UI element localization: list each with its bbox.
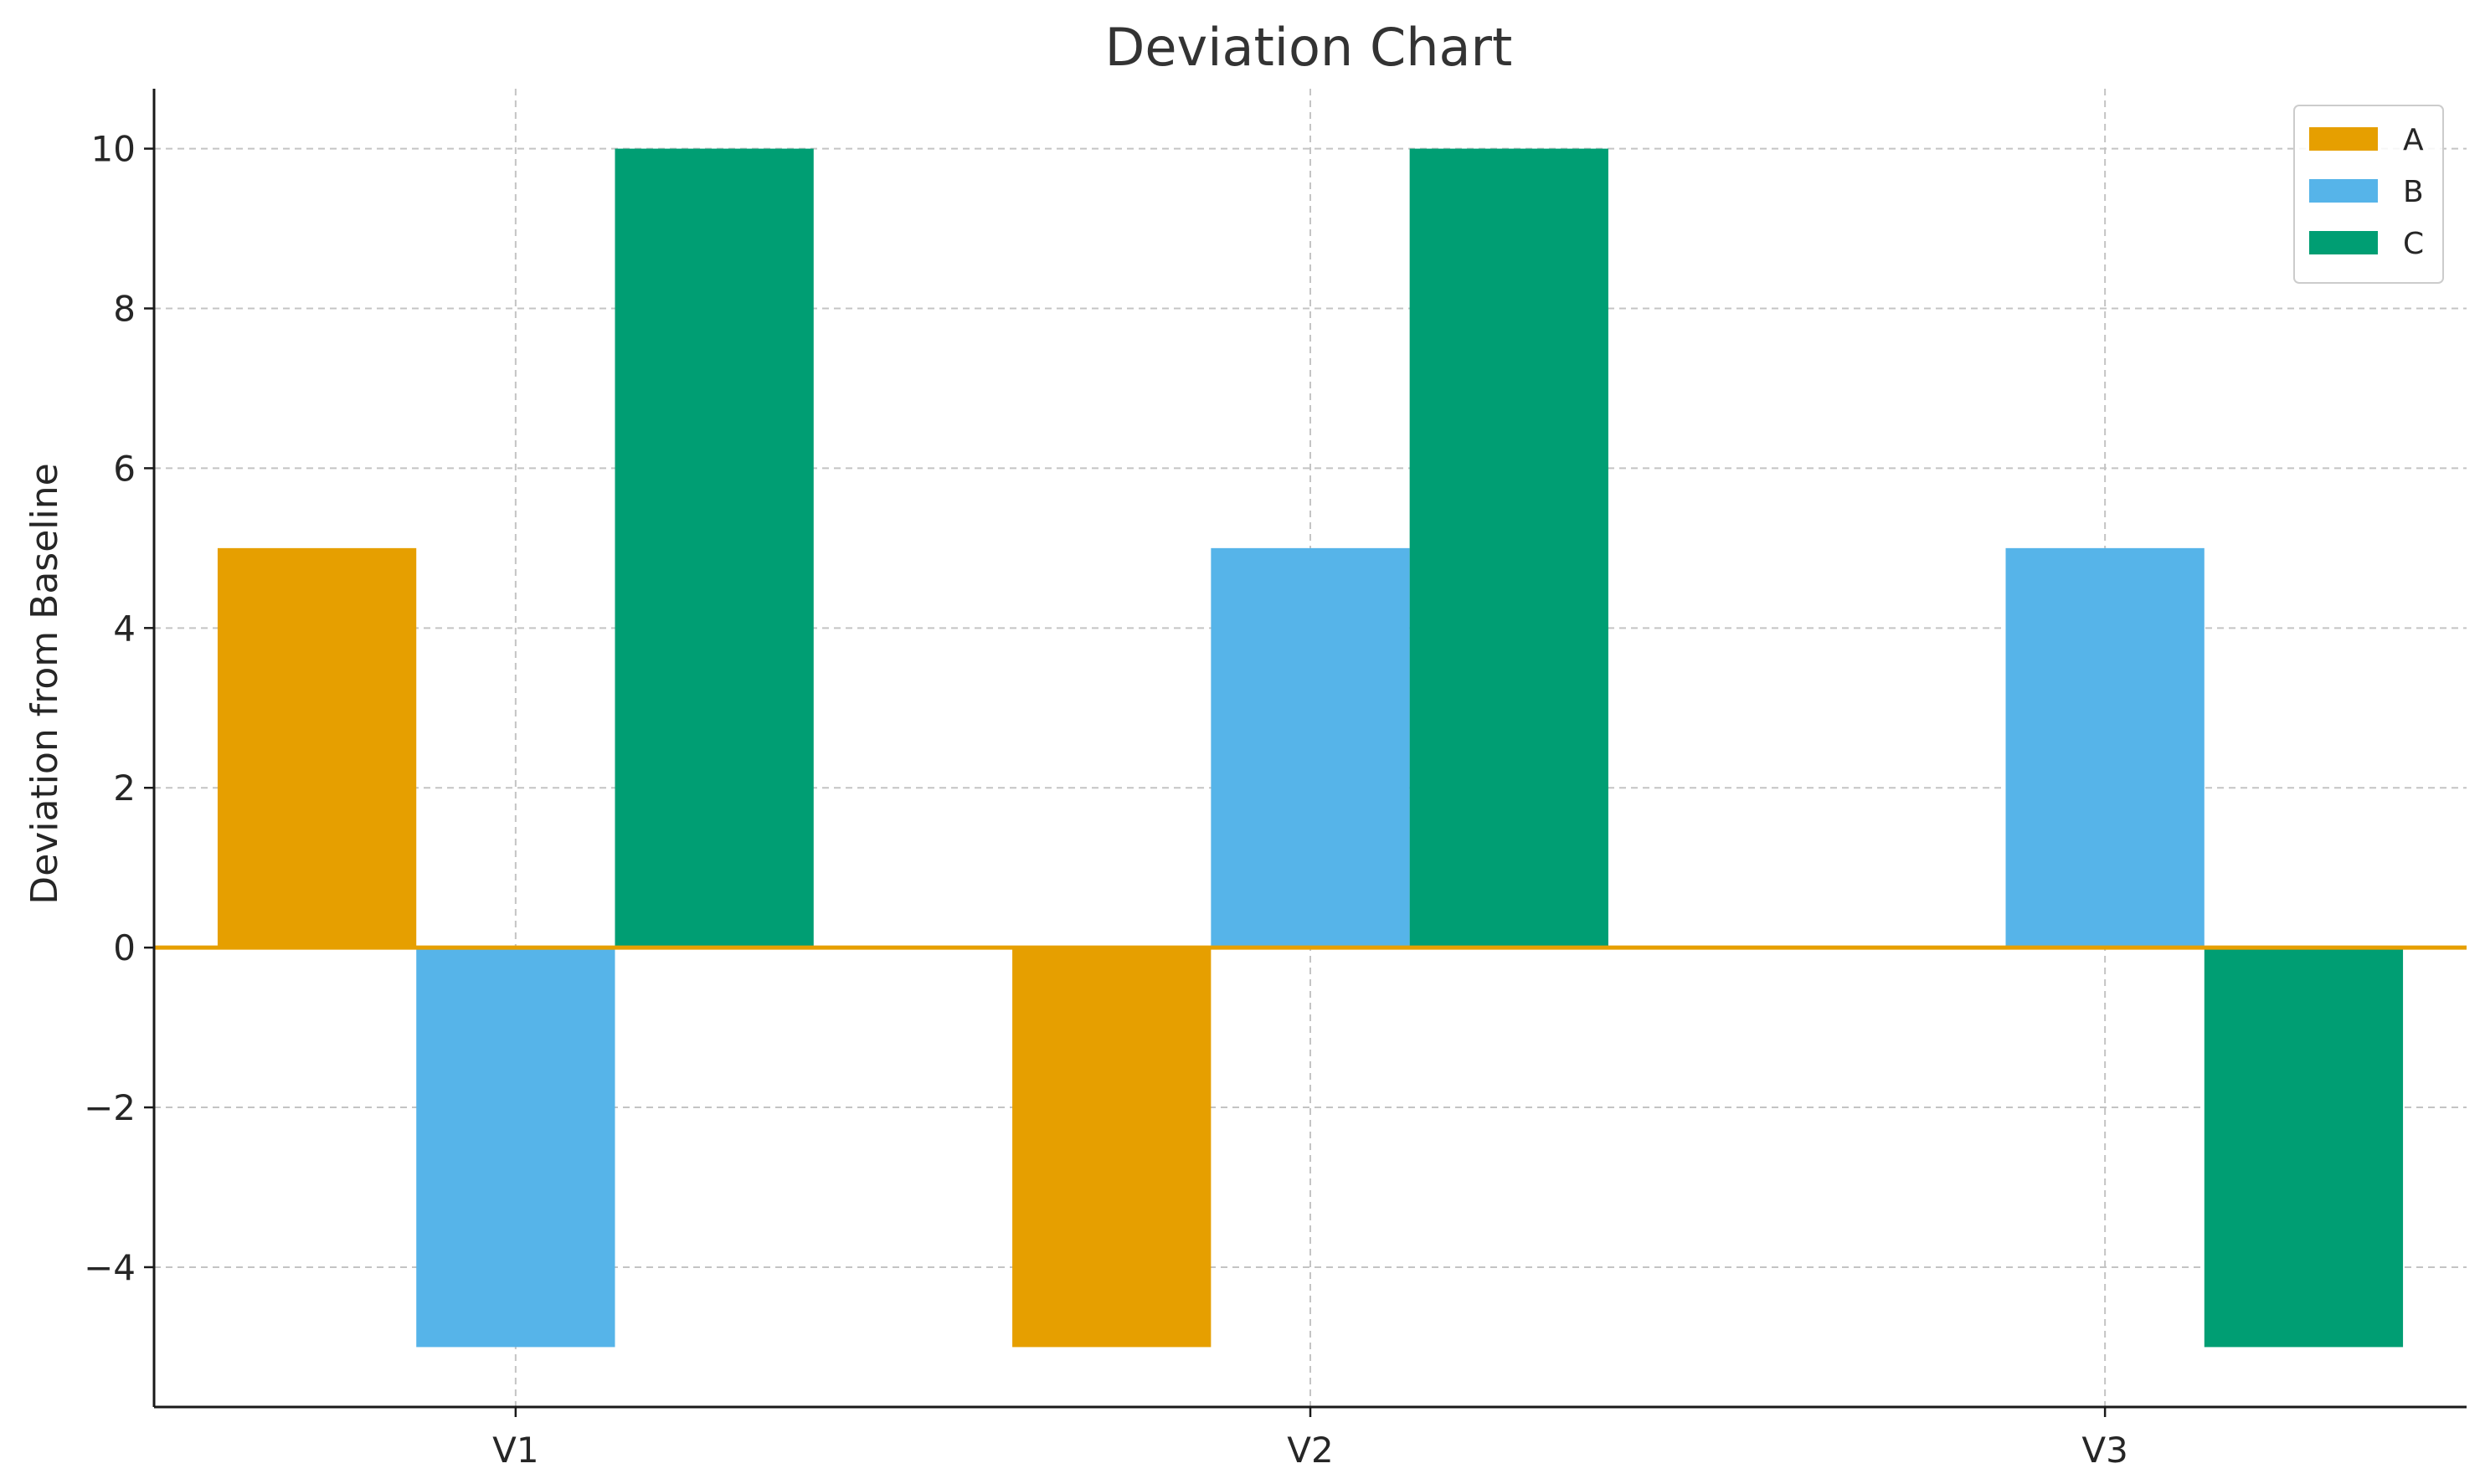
x-tick-label: V3 — [2081, 1430, 2127, 1471]
legend-label-b: B — [2403, 175, 2424, 209]
y-tick-label: −4 — [84, 1247, 136, 1288]
bar-b-v3 — [2005, 547, 2205, 948]
legend: ABC — [2293, 105, 2444, 284]
bar-c-v3 — [2204, 947, 2404, 1348]
bar-a-v1 — [217, 547, 417, 948]
bar-c-v2 — [1409, 148, 1608, 948]
y-tick-label: 0 — [113, 927, 136, 968]
bar-b-v2 — [1211, 547, 1410, 948]
legend-swatch-c — [2309, 231, 2378, 254]
bars-layer — [217, 148, 2404, 1348]
bar-b-v1 — [416, 947, 615, 1348]
bar-a-v2 — [1012, 947, 1212, 1348]
y-tick-label: 8 — [113, 289, 136, 330]
x-tick-label: V1 — [492, 1430, 538, 1471]
y-tick-label: 10 — [91, 129, 136, 170]
legend-label-a: A — [2403, 123, 2424, 157]
y-tick-label: −2 — [84, 1087, 136, 1128]
legend-swatch-a — [2309, 127, 2378, 151]
y-tick-label: 6 — [113, 448, 136, 489]
legend-label-c: C — [2403, 227, 2424, 261]
legend-swatch-b — [2309, 179, 2378, 203]
y-tick-label: 2 — [113, 768, 136, 809]
y-axis-label: Deviation from Baseline — [23, 463, 66, 904]
ticks-layer: −4 −2 0 2 4 6 8 10 V1 V2 V3 — [84, 129, 2128, 1471]
x-tick-label: V2 — [1287, 1430, 1333, 1471]
bar-c-v1 — [615, 148, 814, 948]
chart-title: Deviation Chart — [1105, 17, 1513, 78]
y-tick-label: 4 — [113, 608, 136, 649]
